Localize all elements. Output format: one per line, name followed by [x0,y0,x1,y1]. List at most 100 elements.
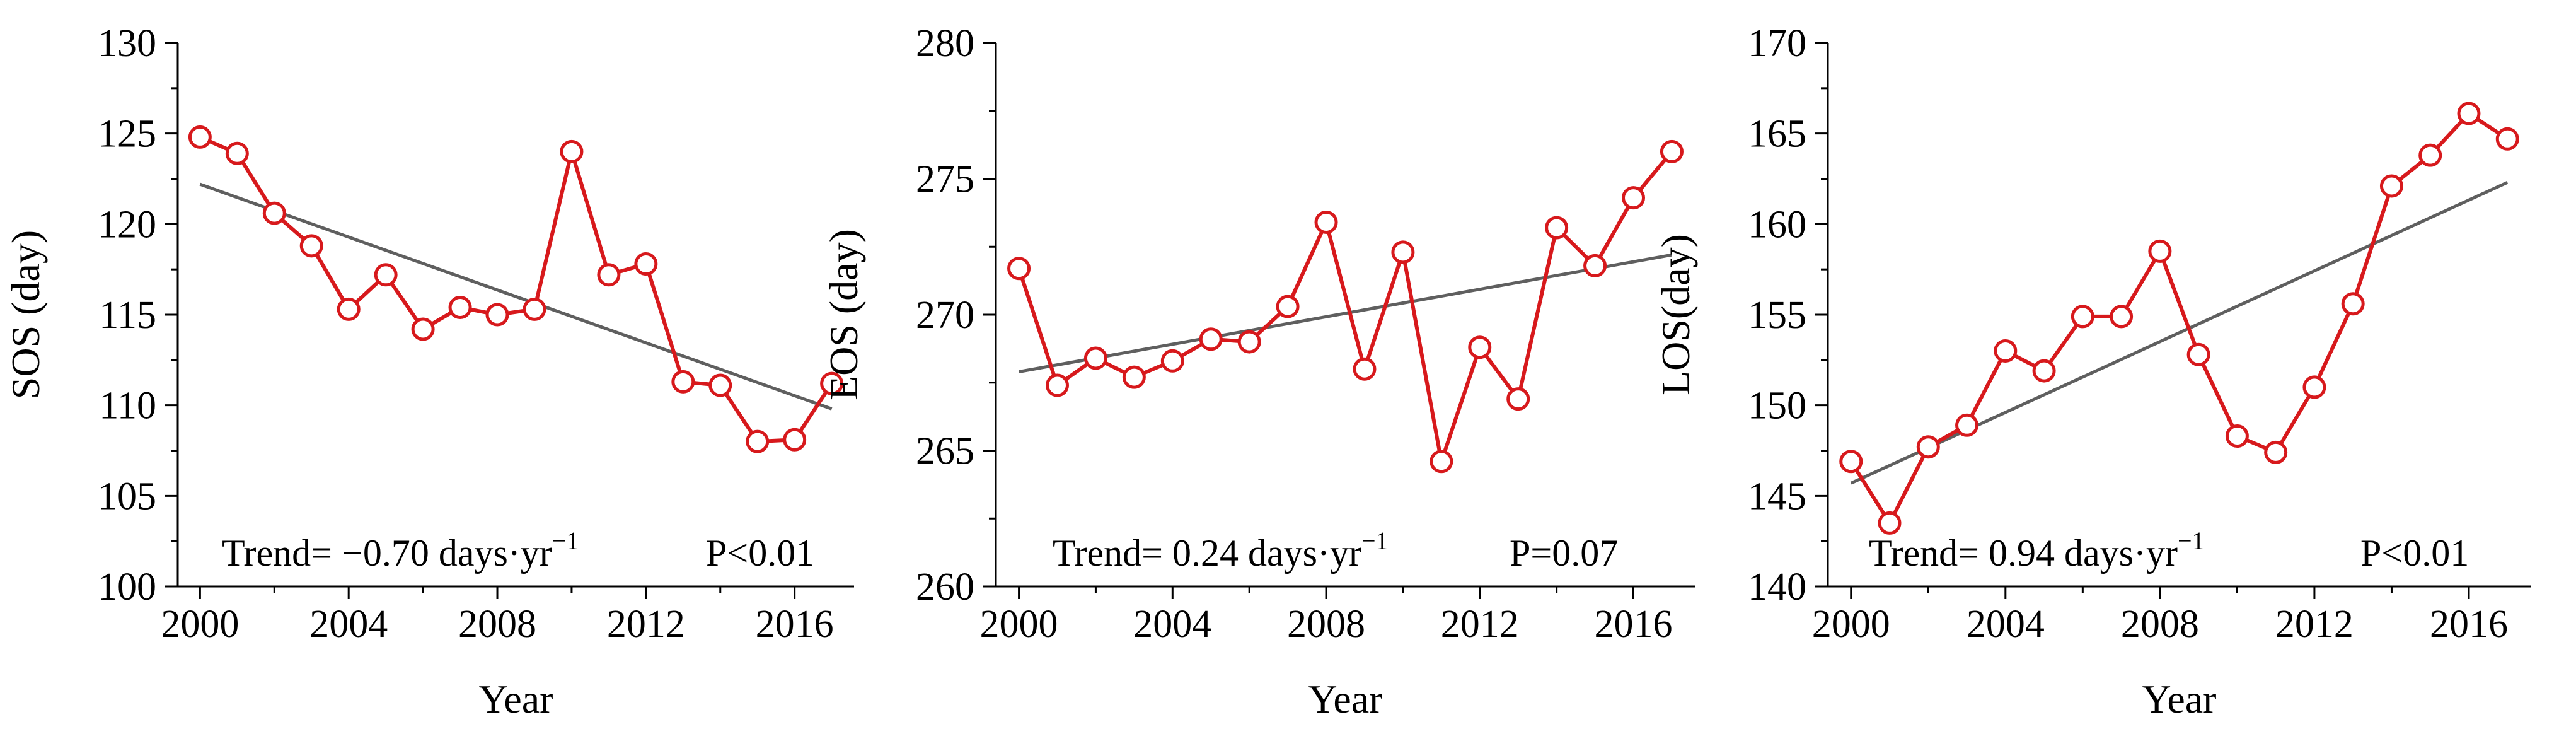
data-point [225,141,249,165]
data-point [1430,450,1453,474]
data-point [634,252,658,276]
x-tick-label: 2000 [161,603,239,646]
data-point [1045,373,1069,397]
data-point [1955,413,1979,437]
data-point [2302,375,2326,399]
data-point [299,234,323,258]
data-point [1994,339,2018,363]
x-tick-label: 2004 [309,603,388,646]
x-tick-label: 2012 [1441,603,1519,646]
data-point [597,263,621,287]
data-point [2225,424,2249,448]
y-tick-label: 130 [98,22,156,65]
trend-text: Trend= 0.24 days·yr [1053,532,1361,574]
y-tick-label: 165 [1748,113,1806,156]
trend-line [1850,180,2509,485]
x-axis-title: Year [479,677,553,721]
y-tick-label: 265 [916,430,974,473]
x-tick-label: 2008 [1287,603,1365,646]
trend-annotation: Trend= 0.24 days·yr−1 [1053,527,1389,574]
y-tick-label: 115 [99,294,156,337]
p-value-annotation: P<0.01 [706,532,814,574]
trend-text: Trend= −0.70 days·yr [222,532,552,574]
data-point [2148,239,2172,263]
data-point [708,373,732,397]
data-point [671,370,695,394]
data-point [746,429,770,453]
trend-annotation: Trend= −0.70 days·yr−1 [222,527,579,574]
data-point [1353,357,1377,381]
data-point [560,139,584,163]
data-point [1276,295,1300,318]
y-tick-label: 150 [1748,385,1806,428]
x-tick-label: 2008 [458,603,536,646]
data-point [1314,210,1338,234]
data-point [2418,143,2442,167]
chart-eos: 260 265 270 275 280 2000 2004 2008 2012 2016 Year E… [821,22,1695,721]
y-axis-title: EOS (day) [821,229,866,400]
data-point [1468,335,1492,359]
y-tick-label: 105 [98,475,156,518]
y-axis-title: SOS (day) [3,230,48,399]
data-point [411,317,435,341]
data-point [1122,365,1146,389]
data-point [1878,511,1902,535]
data-point [1083,346,1107,370]
data-point [262,201,286,225]
y-tick-label: 170 [1748,22,1806,65]
data-point [1199,327,1223,351]
series-line [199,135,834,444]
data-point [523,297,546,321]
y-tick-label: 145 [1748,475,1806,518]
data-point [2379,174,2403,198]
y-tick-label: 270 [916,294,974,337]
data-point [485,303,509,327]
data-point [1391,240,1415,264]
x-tick-label: 2016 [2430,603,2508,646]
x-tick-label: 2008 [2121,603,2199,646]
data-point [1916,435,1940,459]
data-point [1622,186,1646,210]
x-axis-title: Year [2142,677,2217,721]
x-tick-label: 2016 [1595,603,1673,646]
data-point [1007,257,1031,281]
y-tick-label: 110 [99,385,156,428]
data-point [2264,440,2288,464]
y-tick-label: 140 [1748,566,1806,609]
data-point [1237,330,1261,354]
trend-annotation: Trend= 0.94 days·yr−1 [1869,527,2205,574]
data-point [374,263,398,287]
y-tick-label: 160 [1748,203,1806,246]
trend-text: Trend= 0.94 days·yr [1869,532,2178,574]
data-point [2071,305,2094,329]
x-tick-label: 2012 [2275,603,2354,646]
x-tick-label: 2000 [1812,603,1890,646]
data-point [820,371,844,395]
y-tick-label: 260 [916,566,974,609]
trend-exponent: −1 [552,527,579,555]
y-tick-label: 275 [916,158,974,201]
data-point [188,125,212,149]
data-point [2110,305,2134,329]
trend-exponent: −1 [2178,527,2205,555]
y-axis-title: LOS(day) [1653,234,1698,395]
x-tick-label: 2004 [1967,603,2045,646]
chart-sos: 100 105 110 115 120 125 130 2000 2004 2008 2012 201… [3,22,854,721]
y-tick-label: 155 [1748,294,1806,337]
p-value-annotation: P<0.01 [2360,532,2469,574]
data-point [1506,387,1530,411]
x-tick-label: 2012 [607,603,685,646]
data-point [1160,349,1184,373]
trend-line [1019,253,1672,373]
data-point [2186,342,2210,366]
x-axis-title: Year [1308,677,1383,721]
data-point [2341,292,2365,316]
data-point [337,297,361,321]
y-tick-label: 120 [98,203,156,246]
series-line [1017,150,1673,464]
trend-line [199,182,833,411]
y-tick-label: 100 [98,566,156,609]
data-point [2457,102,2481,125]
x-tick-label: 2000 [980,603,1058,646]
